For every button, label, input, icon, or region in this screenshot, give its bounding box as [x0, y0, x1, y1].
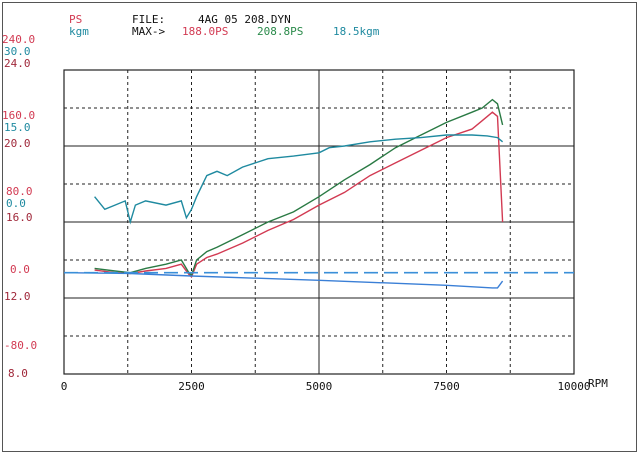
kgm-tick-15: 15.0	[4, 121, 31, 134]
kgm-tick-0: 0.0	[6, 197, 26, 210]
x-tick-label: 0	[61, 380, 68, 393]
series-line-red	[94, 111, 504, 279]
file-name: 4AG 05 208.DYN	[198, 13, 291, 26]
series-line-green	[94, 98, 504, 277]
outer-tick-20: 20.0	[4, 137, 31, 150]
max-ps-green: 208.8PS	[257, 25, 304, 38]
ps-tick-0: 0.0	[10, 263, 30, 276]
x-tick-label: 2500	[178, 380, 205, 393]
kgm-tick-30: 30.0	[4, 45, 31, 58]
outer-tick-8: 8.0	[8, 367, 28, 380]
outer-tick-24: 24.0	[4, 57, 31, 70]
max-label: MAX->	[132, 25, 166, 38]
ps-tick-80: 80.0	[6, 185, 33, 198]
series-line-teal	[94, 134, 504, 225]
max-kgm: 18.5kgm	[333, 25, 380, 38]
outer-tick-16: 16.0	[6, 211, 33, 224]
ps-tick-minus80: -80.0	[4, 339, 38, 352]
ps-tick-240: 240.0	[2, 33, 36, 46]
max-ps-red: 188.0PS	[182, 25, 229, 38]
x-tick-label: 5000	[306, 380, 333, 393]
series-line-blue	[63, 272, 504, 289]
chart-frame	[2, 2, 637, 452]
kgm-legend-label: kgm	[69, 25, 89, 38]
outer-tick-12: 12.0	[4, 290, 31, 303]
ps-legend-label: PS	[69, 13, 83, 26]
x-tick-label: 7500	[433, 380, 460, 393]
x-axis-label: RPM	[588, 377, 608, 390]
file-label: FILE:	[132, 13, 166, 26]
ps-tick-160: 160.0	[2, 109, 36, 122]
x-tick-label: 10000	[557, 380, 590, 393]
